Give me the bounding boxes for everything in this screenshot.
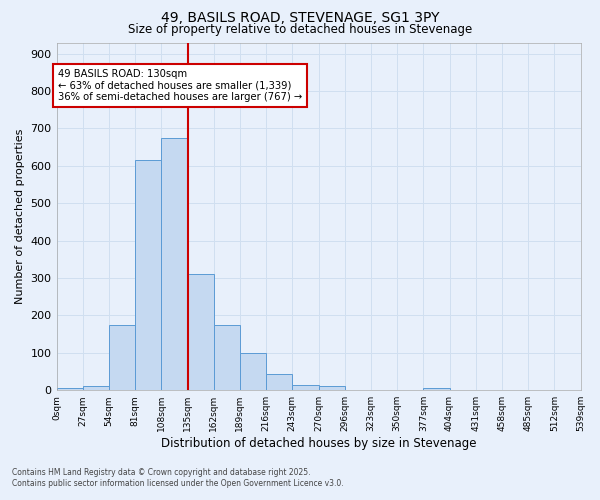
Text: 49 BASILS ROAD: 130sqm
← 63% of detached houses are smaller (1,339)
36% of semi-: 49 BASILS ROAD: 130sqm ← 63% of detached… bbox=[58, 68, 302, 102]
Bar bbox=[266, 374, 292, 390]
Y-axis label: Number of detached properties: Number of detached properties bbox=[15, 128, 25, 304]
Bar bbox=[214, 325, 240, 390]
Bar bbox=[319, 386, 345, 390]
X-axis label: Distribution of detached houses by size in Stevenage: Distribution of detached houses by size … bbox=[161, 437, 476, 450]
Bar bbox=[56, 388, 83, 390]
Bar bbox=[188, 274, 214, 390]
Text: Size of property relative to detached houses in Stevenage: Size of property relative to detached ho… bbox=[128, 22, 472, 36]
Bar bbox=[161, 138, 188, 390]
Text: Contains HM Land Registry data © Crown copyright and database right 2025.
Contai: Contains HM Land Registry data © Crown c… bbox=[12, 468, 344, 487]
Bar bbox=[424, 388, 449, 390]
Bar bbox=[83, 386, 109, 390]
Bar bbox=[135, 160, 161, 390]
Bar bbox=[292, 384, 319, 390]
Bar bbox=[240, 353, 266, 390]
Text: 49, BASILS ROAD, STEVENAGE, SG1 3PY: 49, BASILS ROAD, STEVENAGE, SG1 3PY bbox=[161, 12, 439, 26]
Bar bbox=[109, 325, 135, 390]
